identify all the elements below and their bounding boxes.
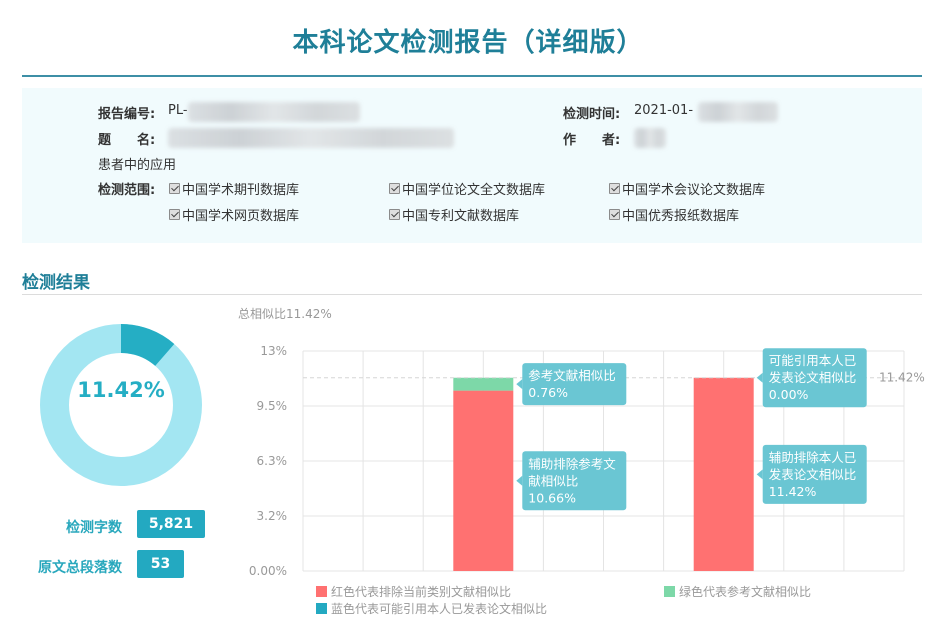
similarity-donut bbox=[40, 324, 202, 486]
annotation-text: 辅助排除本人已 bbox=[769, 450, 857, 465]
page-title: 本科论文检测报告（详细版） bbox=[292, 28, 644, 58]
database-label: 中国专利文献数据库 bbox=[402, 209, 520, 224]
annotation-pointer bbox=[516, 379, 523, 390]
y-tick-label: 3.2% bbox=[257, 509, 288, 523]
annotation-text: 献相似比 bbox=[528, 473, 578, 488]
checkbox-checked-icon[interactable] bbox=[609, 183, 620, 194]
word-count-label: 检测字数 bbox=[66, 520, 122, 536]
scope-label: 检测范围: bbox=[98, 183, 156, 198]
annotation-text: 0.00% bbox=[769, 387, 809, 402]
database-checkbox[interactable]: 中国专利文献数据库 bbox=[389, 205, 519, 224]
annotation-box bbox=[522, 363, 627, 406]
report-no-label: 报告编号: bbox=[98, 107, 156, 122]
bar-segment bbox=[453, 377, 514, 391]
paragraph-count-value: 53 bbox=[137, 550, 184, 578]
annotation-pointer bbox=[756, 372, 763, 383]
checkbox-checked-icon[interactable] bbox=[609, 209, 620, 220]
checkbox-checked-icon[interactable] bbox=[389, 183, 400, 194]
annotation-text: 发表论文相似比 bbox=[769, 467, 857, 482]
word-count-value: 5,821 bbox=[137, 510, 205, 538]
detect-time-value: 2021-01- bbox=[634, 103, 694, 118]
bar-segment bbox=[453, 390, 514, 571]
checkbox-checked-icon[interactable] bbox=[169, 209, 180, 220]
annotation-text: 11.42% bbox=[769, 484, 817, 499]
redacted-report-no bbox=[188, 102, 360, 122]
detect-time-label: 检测时间: bbox=[563, 107, 621, 122]
redacted-time bbox=[698, 102, 778, 122]
similarity-bar-chart: 总相似比11.42% 0.00% 3.2% 6.3% 9.5% 13% 11.42% 参考文献… bbox=[238, 307, 925, 616]
legend-label: 红色代表排除当前类别文献相似比 bbox=[331, 584, 511, 599]
database-label: 中国学术网页数据库 bbox=[182, 209, 300, 224]
chart-title: 总相似比11.42% bbox=[238, 307, 332, 321]
database-checkbox[interactable]: 中国学位论文全文数据库 bbox=[389, 179, 545, 198]
y-tick-label: 0.00% bbox=[249, 564, 287, 578]
annotation-text: 发表论文相似比 bbox=[769, 370, 857, 385]
checkbox-checked-icon[interactable] bbox=[389, 209, 400, 220]
redacted-author bbox=[634, 128, 666, 148]
bar-segment bbox=[693, 377, 754, 571]
annotation-pointer bbox=[756, 469, 763, 480]
author-label: 作 者: bbox=[563, 133, 621, 148]
legend-label: 蓝色代表可能引用本人已发表论文相似比 bbox=[331, 601, 547, 616]
annotation-text: 参考文献相似比 bbox=[528, 368, 616, 383]
paper-title-continuation: 患者中的应用 bbox=[98, 158, 177, 173]
y-tick-label: 9.5% bbox=[257, 399, 288, 413]
y-tick-label: 6.3% bbox=[257, 454, 288, 468]
database-checkbox[interactable]: 中国学术网页数据库 bbox=[169, 205, 299, 224]
annotation-text: 可能引用本人已 bbox=[769, 353, 857, 368]
annotation-box bbox=[522, 451, 627, 511]
legend-swatch bbox=[664, 586, 675, 597]
title-divider bbox=[22, 75, 922, 77]
database-label: 中国学位论文全文数据库 bbox=[402, 183, 546, 198]
database-checkbox[interactable]: 中国学术期刊数据库 bbox=[169, 179, 299, 198]
section-divider bbox=[22, 294, 922, 295]
database-checkbox[interactable]: 中国优秀报纸数据库 bbox=[609, 205, 739, 224]
donut-similarity-arc bbox=[120, 324, 175, 367]
y-tick-label: 13% bbox=[260, 344, 287, 358]
annotation-pointer bbox=[516, 475, 523, 486]
paper-title-label: 题 名: bbox=[98, 133, 156, 148]
annotation-text: 0.76% bbox=[528, 385, 568, 400]
annotation-text: 10.66% bbox=[528, 490, 576, 505]
checkbox-checked-icon[interactable] bbox=[169, 183, 180, 194]
database-label: 中国优秀报纸数据库 bbox=[622, 209, 740, 224]
donut-percent: 11.42% bbox=[77, 378, 165, 402]
section-title: 检测结果 bbox=[22, 273, 90, 293]
database-label: 中国学术会议论文数据库 bbox=[622, 183, 766, 198]
report-no-value: PL- bbox=[168, 103, 188, 118]
database-checkbox[interactable]: 中国学术会议论文数据库 bbox=[609, 179, 765, 198]
redacted-title bbox=[168, 128, 454, 148]
paragraph-count-label: 原文总段落数 bbox=[38, 560, 122, 576]
database-label: 中国学术期刊数据库 bbox=[182, 183, 300, 198]
legend-swatch bbox=[316, 603, 327, 614]
annotation-text: 辅助排除参考文 bbox=[528, 456, 616, 471]
reference-line-label: 11.42% bbox=[879, 371, 925, 385]
annotation-box bbox=[762, 444, 867, 504]
legend-swatch bbox=[316, 586, 327, 597]
report-info-panel: 报告编号: PL- 检测时间: 2021-01- 题 名: 作 者: 患者中的应… bbox=[22, 88, 922, 243]
donut-rest-arc bbox=[40, 324, 202, 486]
annotation-box bbox=[762, 348, 867, 408]
legend-label: 绿色代表参考文献相似比 bbox=[679, 584, 811, 599]
similarity-chart: 总相似比11.42% 0.00% 3.2% 6.3% 9.5% 13% 11.42% 参考文献… bbox=[230, 300, 936, 641]
